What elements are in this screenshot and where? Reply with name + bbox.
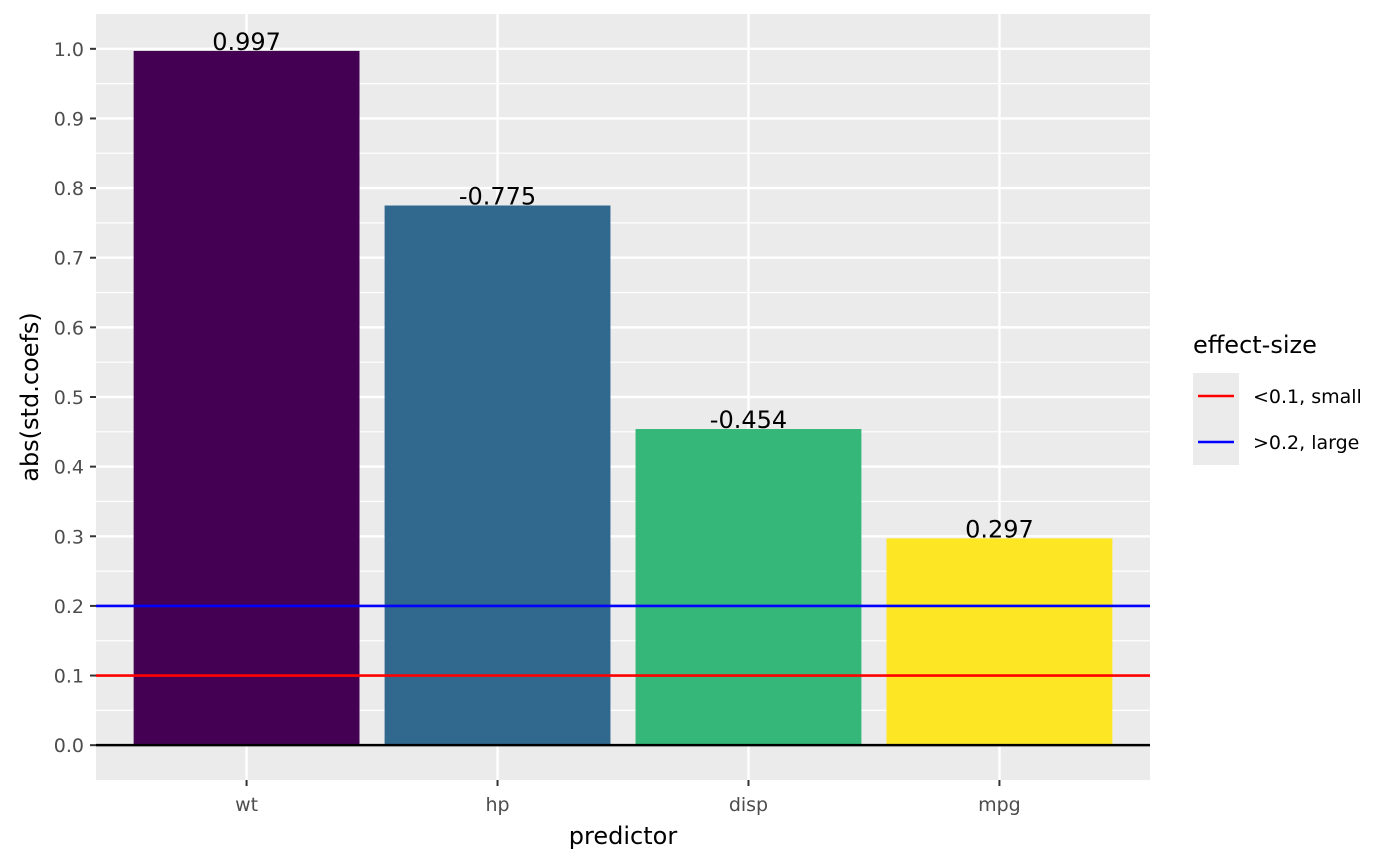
data-label: 0.997 xyxy=(212,28,281,56)
bar-hp xyxy=(384,205,611,746)
x-tick-label: mpg xyxy=(978,794,1021,816)
x-tick-label: wt xyxy=(235,794,258,816)
legend-label: <0.1, small xyxy=(1253,386,1362,408)
y-tick-label: 0.1 xyxy=(54,666,84,688)
data-labels: 0.997 -0.775 -0.454 0.297 xyxy=(212,28,1034,543)
reference-lines xyxy=(96,604,1150,677)
y-tick-label: 0.2 xyxy=(54,596,84,618)
bar-disp xyxy=(635,429,862,746)
y-tick-label: 0.0 xyxy=(54,735,84,757)
data-label: 0.297 xyxy=(965,515,1034,543)
x-axis: wt hp disp mpg xyxy=(235,780,1021,816)
legend-label: >0.2, large xyxy=(1253,432,1359,454)
legend: effect-size <0.1, small >0.2, large xyxy=(1193,331,1362,465)
y-tick-label: 0.3 xyxy=(54,526,84,548)
bar-mpg xyxy=(886,538,1113,746)
y-axis: 0.0 0.1 0.2 0.3 0.4 0.5 0.6 0.7 0.8 0.9 1.0 xyxy=(54,39,96,757)
x-tick-label: disp xyxy=(729,794,768,816)
data-label: -0.454 xyxy=(710,406,787,434)
data-label: -0.775 xyxy=(459,183,536,211)
y-tick-label: 0.7 xyxy=(54,248,84,270)
x-axis-title: predictor xyxy=(569,822,678,850)
legend-title: effect-size xyxy=(1193,331,1317,359)
legend-items: <0.1, small >0.2, large xyxy=(1193,373,1362,465)
bars xyxy=(133,50,1113,746)
y-tick-label: 0.4 xyxy=(54,457,84,479)
y-tick-label: 1.0 xyxy=(54,39,84,61)
y-tick-label: 0.9 xyxy=(54,108,84,130)
y-tick-label: 0.5 xyxy=(54,387,84,409)
y-tick-label: 0.6 xyxy=(54,317,84,339)
x-tick-label: hp xyxy=(485,794,509,816)
y-axis-title: abs(std.coefs) xyxy=(16,312,44,482)
bar-wt xyxy=(133,50,360,746)
y-tick-label: 0.8 xyxy=(54,178,84,200)
